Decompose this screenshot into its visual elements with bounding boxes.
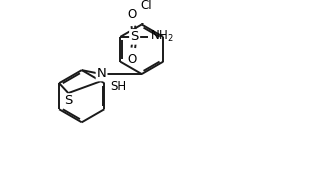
Text: NH$_2$: NH$_2$ [150,29,174,44]
Text: O: O [127,8,137,21]
Text: SH: SH [110,80,126,93]
Text: O: O [127,53,137,66]
Text: S: S [64,94,72,107]
Text: N: N [97,67,107,80]
Text: Cl: Cl [140,0,152,12]
Text: S: S [131,30,139,43]
